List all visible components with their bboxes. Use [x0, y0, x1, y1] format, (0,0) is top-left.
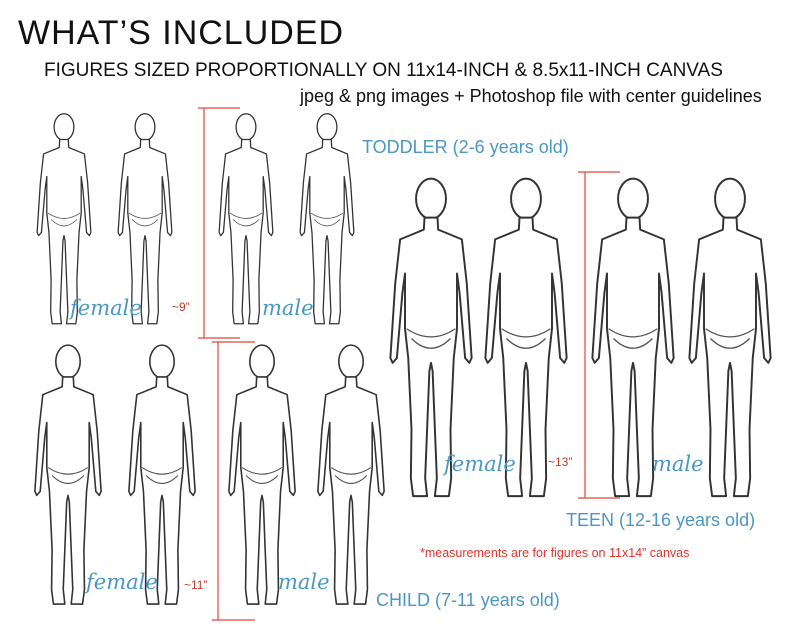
- footnote: *measurements are for figures on 11x14” …: [420, 546, 690, 560]
- toddler-measurement: ~9”: [172, 300, 190, 314]
- toddler-male-front: [218, 113, 274, 325]
- subtitle: FIGURES SIZED PROPORTIONALLY ON 11x14-IN…: [44, 60, 723, 81]
- child-female-back: [128, 344, 196, 605]
- teen-female-caption: female: [444, 452, 516, 476]
- child-male-caption: male: [278, 570, 330, 594]
- toddler-female-back: [117, 113, 173, 325]
- child-female-front: [34, 344, 102, 605]
- teen-female-back: [484, 177, 568, 498]
- toddler-male-caption: male: [262, 296, 314, 320]
- teen-measurement: ~13”: [548, 455, 573, 469]
- child-male-front: [228, 344, 296, 605]
- files-note: jpeg & png images + Photoshop file with …: [300, 86, 762, 106]
- page-title: WHAT’S INCLUDED: [18, 14, 345, 52]
- measure-lines: [198, 107, 620, 621]
- teen-label: TEEN (12-16 years old): [566, 510, 756, 530]
- teen-male-caption: male: [652, 452, 704, 476]
- child-male-back: [317, 344, 385, 605]
- toddler-female-front: [36, 113, 92, 325]
- teen-male-back: [688, 177, 772, 498]
- toddler-male-back: [299, 113, 355, 325]
- teen-female-front: [389, 177, 473, 498]
- child-label: CHILD (7-11 years old): [376, 590, 560, 610]
- toddler-female-caption: female: [70, 296, 142, 320]
- teen-male-front: [591, 177, 675, 498]
- child-female-caption: female: [86, 570, 158, 594]
- toddler-label: TODDLER (2-6 years old): [362, 137, 569, 157]
- child-measurement: ~11”: [184, 578, 208, 592]
